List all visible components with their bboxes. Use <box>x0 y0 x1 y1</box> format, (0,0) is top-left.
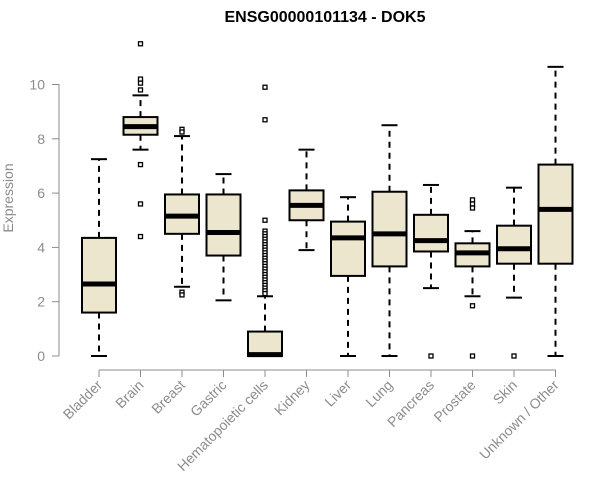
x-tick-label: Bladder <box>60 377 106 423</box>
outlier-point <box>137 201 144 207</box>
y-tick-label: 0 <box>37 348 45 364</box>
box-group <box>330 196 366 357</box>
outlier-point <box>428 353 434 359</box>
iqr-box <box>205 193 242 257</box>
box-group <box>496 186 532 359</box>
outlier-point <box>262 117 268 123</box>
boxes <box>81 41 574 359</box>
box-group <box>371 124 408 357</box>
box-group <box>122 41 159 240</box>
outlier-point <box>469 205 476 211</box>
iqr-box <box>537 163 574 265</box>
x-tick-label: Unknown / Other <box>476 377 562 463</box>
box-group <box>247 84 283 358</box>
y-tick-label: 6 <box>37 185 45 201</box>
y-tick-label: 10 <box>29 77 45 93</box>
outlier-point <box>469 353 476 359</box>
x-tick-label: Skin <box>490 377 521 408</box>
box-group <box>205 173 242 302</box>
outlier-point <box>137 41 144 47</box>
outlier-point <box>511 353 517 359</box>
outlier-point <box>469 201 476 207</box>
outlier-point <box>137 80 144 86</box>
box-group <box>537 65 574 357</box>
outlier-point <box>469 197 476 203</box>
x-tick-label: Liver <box>321 377 354 410</box>
y-tick-label: 8 <box>37 131 45 147</box>
y-tick-label: 2 <box>37 294 45 310</box>
iqr-box <box>413 213 449 253</box>
y-axis-label: Expression <box>0 163 16 232</box>
x-tick-label: Brain <box>112 377 146 411</box>
outlier-point <box>179 292 185 298</box>
x-tick-label: Lung <box>362 377 395 410</box>
iqr-box <box>371 190 408 268</box>
outlier-point <box>137 161 144 168</box>
outlier-point <box>262 84 268 90</box>
y-tick-label: 4 <box>37 239 45 255</box>
x-tick-label: Kidney <box>271 377 313 419</box>
iqr-box <box>496 224 532 265</box>
box-group <box>413 183 449 359</box>
box-group <box>164 126 200 298</box>
box-group <box>454 197 491 359</box>
box-group <box>288 148 325 252</box>
outlier-point <box>262 217 268 223</box>
outlier-point <box>469 303 476 309</box>
outlier-point <box>137 76 144 82</box>
box-group <box>81 158 117 357</box>
chart-title: ENSG00000101134 - DOK5 <box>224 9 425 26</box>
outlier-point <box>137 87 144 93</box>
outlier-point <box>137 233 144 240</box>
outlier-point <box>179 129 185 135</box>
outlier-point <box>262 290 268 297</box>
iqr-box <box>247 330 283 358</box>
iqr-box <box>330 220 366 277</box>
y-ticks: 0 2 4 6 8 10 <box>29 77 59 364</box>
x-tick-label: Prostate <box>430 377 478 425</box>
x-tick-label: Breast <box>148 377 188 417</box>
iqr-box <box>81 236 117 314</box>
